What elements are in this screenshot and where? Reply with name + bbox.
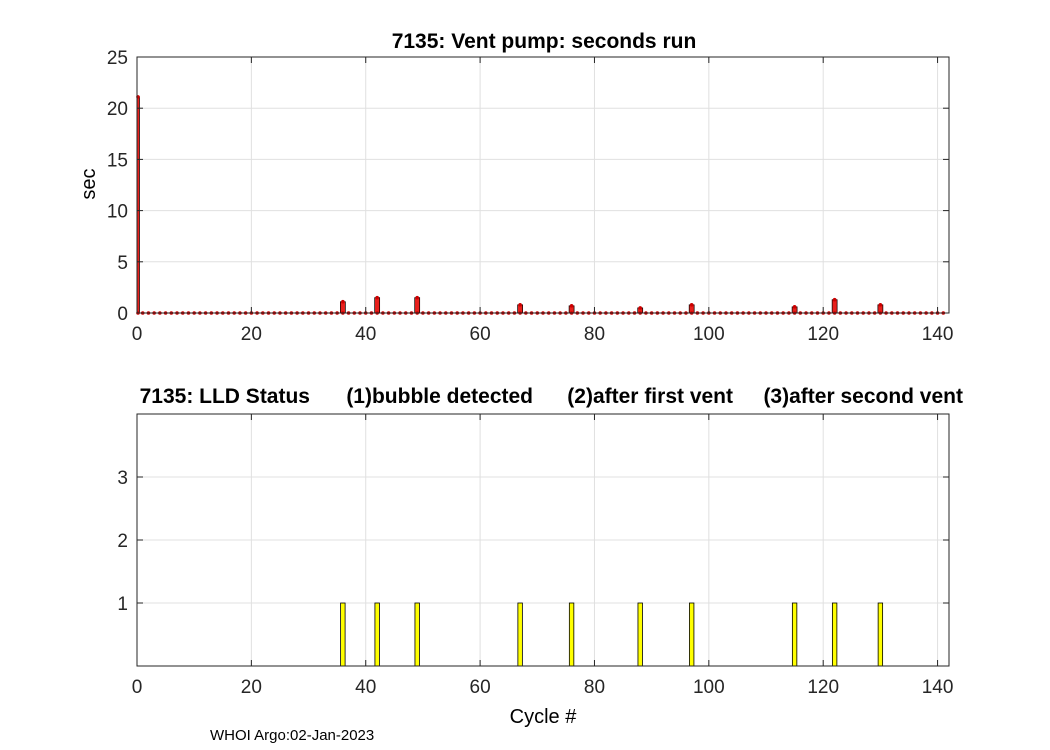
x-tick-label: 40 bbox=[355, 677, 376, 698]
bar-top-marker bbox=[415, 295, 419, 300]
x-tick-label: 140 bbox=[922, 677, 954, 698]
bar-top-marker bbox=[341, 299, 345, 304]
x-tick-label: 0 bbox=[132, 677, 143, 698]
x-tick-label: 20 bbox=[241, 677, 262, 698]
x-tick-label: 40 bbox=[355, 324, 376, 345]
y-tick-label: 15 bbox=[107, 150, 128, 171]
bar bbox=[831, 299, 838, 314]
axes-box bbox=[136, 56, 950, 314]
x-tick-label: 20 bbox=[241, 324, 262, 345]
bar bbox=[414, 297, 421, 314]
bar bbox=[689, 602, 695, 667]
bar bbox=[374, 602, 380, 667]
y-axis-label: sec bbox=[78, 168, 100, 199]
x-tick-label: 120 bbox=[807, 677, 839, 698]
bar bbox=[791, 602, 798, 667]
x-tick-label: 120 bbox=[807, 324, 839, 345]
y-tick-label: 0 bbox=[117, 304, 128, 325]
y-tick-label: 2 bbox=[117, 531, 128, 552]
x-tick-label: 0 bbox=[132, 324, 143, 345]
vent-pump-chart: 7135: Vent pump: seconds run sec 0 20 40 60… bbox=[78, 30, 953, 345]
chart-title: 7135: Vent pump: seconds run bbox=[392, 30, 697, 53]
lld-status-chart: 7135: LLD Status (1)bubble detected (2)a… bbox=[117, 385, 963, 728]
bar-top-marker bbox=[375, 295, 379, 300]
bar-top-marker bbox=[832, 297, 837, 302]
x-tick-label: 80 bbox=[584, 324, 605, 345]
chart-title-part: (3)after second vent bbox=[763, 385, 963, 408]
bar bbox=[374, 297, 381, 314]
chart-title-part: (1)bubble detected bbox=[346, 385, 533, 408]
x-tick-label: 100 bbox=[693, 324, 725, 345]
y-tick-label: 1 bbox=[117, 594, 128, 615]
bar bbox=[877, 602, 884, 667]
bar-top-marker bbox=[878, 303, 883, 307]
bar bbox=[517, 602, 523, 667]
y-tick-label: 25 bbox=[107, 48, 128, 69]
y-tick-label: 20 bbox=[107, 99, 128, 120]
bar-top-marker bbox=[638, 306, 643, 310]
chart-title-part: (2)after first vent bbox=[567, 385, 733, 408]
x-tick-label: 80 bbox=[584, 677, 605, 698]
bar bbox=[340, 602, 346, 667]
y-tick-label: 5 bbox=[117, 253, 128, 274]
x-tick-label: 60 bbox=[470, 324, 491, 345]
bar-top-marker bbox=[569, 304, 574, 308]
chart-title-part: 7135: LLD Status bbox=[140, 385, 310, 408]
y-tick-label: 10 bbox=[107, 202, 128, 223]
x-tick-label: 100 bbox=[693, 677, 725, 698]
bar-top-marker bbox=[792, 305, 797, 309]
bar-top-marker bbox=[689, 303, 694, 307]
footer-stamp: WHOI Argo:02-Jan-2023 bbox=[210, 727, 375, 744]
bar bbox=[637, 602, 643, 667]
plot-area bbox=[137, 57, 949, 313]
bar bbox=[831, 602, 838, 667]
y-tick-label: 3 bbox=[117, 468, 128, 489]
bar bbox=[414, 602, 420, 667]
bar bbox=[568, 602, 575, 667]
bar-top-marker bbox=[518, 303, 522, 307]
x-tick-label: 140 bbox=[922, 324, 954, 345]
x-axis-label: Cycle # bbox=[510, 706, 578, 728]
x-tick-label: 60 bbox=[470, 677, 491, 698]
